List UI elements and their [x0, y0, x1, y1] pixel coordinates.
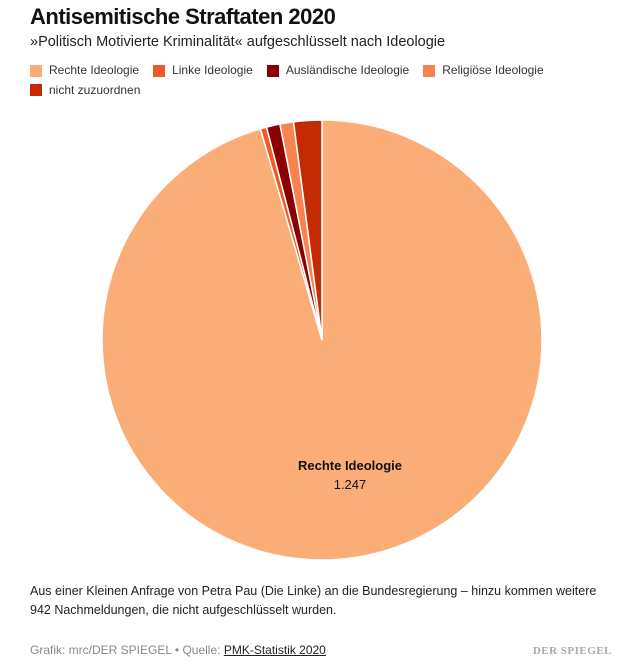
legend-item: Rechte Ideologie — [30, 62, 139, 79]
legend-label: Religiöse Ideologie — [442, 63, 544, 77]
legend-item: Linke Ideologie — [153, 62, 253, 79]
legend-swatch — [30, 64, 42, 77]
legend-label: nicht zuzuordnen — [49, 82, 141, 97]
chart-subtitle: »Politisch Motivierte Kriminalität« aufg… — [30, 34, 446, 50]
chart-note: Aus einer Kleinen Anfrage von Petra Pau … — [30, 584, 597, 617]
credit: Grafik: mrc/DER SPIEGEL • Quelle: — [30, 643, 224, 657]
data-label-name: Rechte Ideologie — [298, 458, 402, 473]
legend-item: Ausländische Ideologie — [266, 62, 410, 79]
legend-swatch — [153, 64, 166, 77]
legend-swatch — [423, 64, 436, 77]
legend-item: nicht zuzuordnen — [30, 82, 140, 99]
pie-slice — [292, 119, 323, 341]
legend: Rechte Ideologie Linke Ideologie Ausländis… — [30, 62, 610, 101]
pie-chart: Rechte Ideologie 1.247 — [101, 119, 543, 561]
legend-swatch — [30, 84, 42, 96]
legend-label: Linke Ideologie — [172, 63, 253, 77]
legend-label: Rechte Ideologie — [49, 63, 140, 77]
spiegel-logo: DER SPIEGEL — [532, 645, 612, 657]
source-link[interactable]: PMK-Statistik 2020 — [223, 643, 326, 657]
legend-item: Religiöse Ideologie — [423, 62, 544, 79]
footer: Grafik: mrc/DER SPIEGEL • Quelle: PMK-St… — [30, 643, 326, 657]
chart-title: Antisemitische Straftaten 2020 — [30, 4, 336, 29]
legend-label: Ausländische Ideologie — [285, 63, 410, 77]
legend-swatch — [266, 64, 279, 77]
data-label-value: 1.247 — [334, 477, 367, 492]
